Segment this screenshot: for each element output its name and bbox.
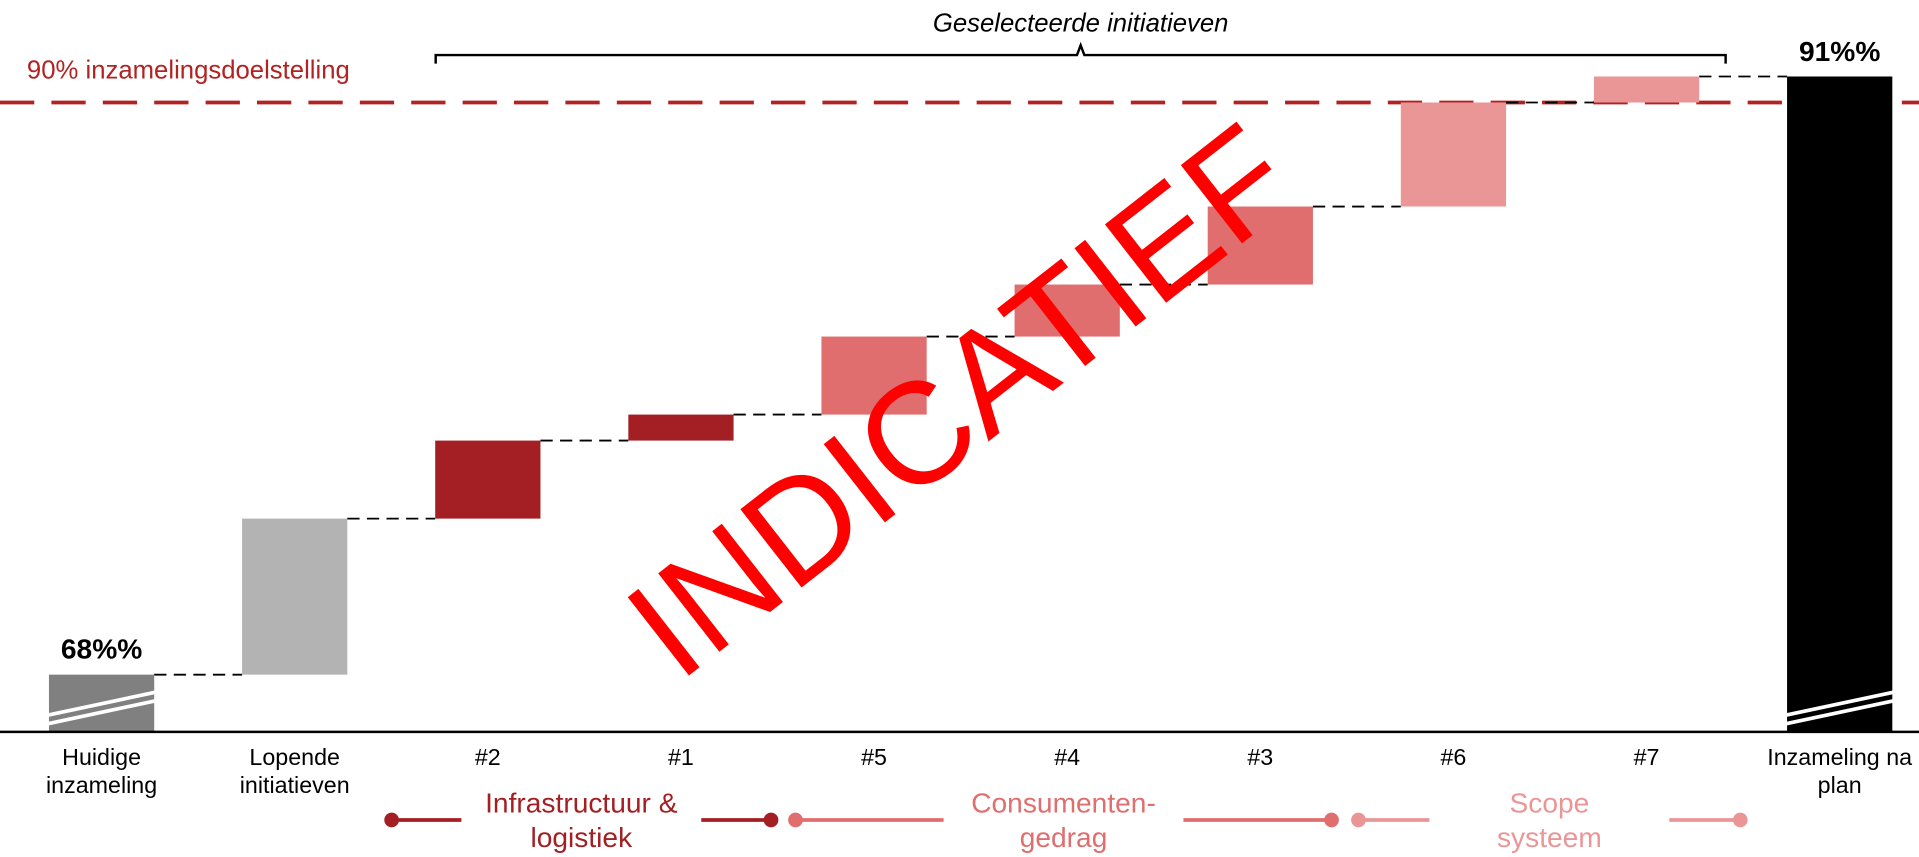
bar — [1014, 284, 1120, 337]
watermark: INDICATIEF — [598, 93, 1321, 708]
target-label: 90% inzamelingsdoelstelling — [26, 55, 350, 85]
bar — [821, 336, 927, 415]
x-tick-label: #7 — [1633, 745, 1660, 772]
x-tick-label: #2 — [474, 745, 501, 772]
axis-break — [1781, 689, 1898, 718]
group-label: Infrastructuur & logistiek — [485, 786, 678, 854]
group-dot — [763, 812, 779, 828]
x-tick-label: #1 — [667, 745, 694, 772]
group-dot — [1732, 812, 1748, 828]
axis-break — [43, 689, 160, 718]
bracket — [434, 41, 1727, 64]
bar — [628, 414, 734, 441]
bar — [435, 440, 541, 519]
group-dot — [1324, 812, 1339, 828]
chart-title: Geselecteerde initiatieven — [933, 9, 1229, 37]
x-tick-label: Lopende initiatieven — [239, 745, 350, 800]
value-label: 91%% — [1798, 34, 1881, 67]
x-tick-label: Huidige inzameling — [45, 745, 158, 800]
bar — [1400, 102, 1507, 207]
bar — [1593, 76, 1700, 103]
axis-break — [43, 698, 160, 727]
bar — [1787, 76, 1893, 732]
x-tick-label: Inzameling na plan — [1767, 745, 1913, 800]
value-label: 68%% — [60, 633, 143, 665]
group-dot — [384, 812, 399, 828]
group-dot — [1351, 812, 1366, 828]
group-label: Scope systeem — [1496, 786, 1602, 854]
group-dot — [788, 812, 803, 828]
bar — [1207, 206, 1313, 285]
x-tick-label: #3 — [1247, 745, 1274, 772]
bar — [242, 518, 348, 675]
group-label: Consumenten-gedrag — [971, 786, 1156, 854]
x-tick-label: #4 — [1054, 745, 1081, 772]
x-tick-label: #5 — [861, 745, 887, 772]
x-tick-label: #6 — [1440, 745, 1467, 772]
axis-break — [1781, 698, 1898, 727]
